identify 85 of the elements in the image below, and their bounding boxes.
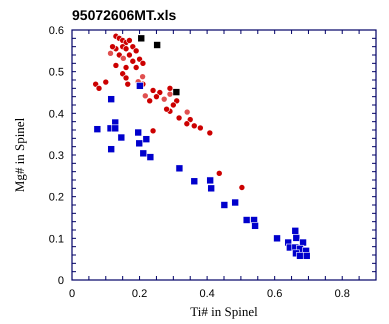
point: [207, 184, 215, 192]
point: [112, 62, 120, 69]
point: [134, 128, 142, 136]
point: [231, 198, 239, 206]
point: [216, 170, 223, 177]
point: [156, 89, 164, 96]
point: [140, 60, 146, 67]
y-tick-label: 0.5: [48, 66, 64, 79]
point: [109, 43, 116, 50]
point: [186, 116, 194, 123]
y-axis-title: Mg# in Spinel: [12, 117, 27, 192]
point: [94, 125, 102, 133]
point: [132, 64, 140, 71]
point: [166, 90, 174, 98]
point: [146, 153, 154, 161]
point: [206, 176, 214, 184]
point: [150, 87, 156, 94]
point: [184, 108, 190, 116]
point: [122, 45, 130, 52]
y-tick-label: 0.2: [48, 192, 64, 204]
point: [96, 85, 102, 92]
point: [291, 227, 300, 235]
point: [170, 102, 177, 108]
point: [150, 128, 156, 134]
point: [102, 78, 110, 86]
x-axis-title: Ti# in Spinel: [190, 304, 258, 319]
point: [160, 96, 168, 102]
point: [296, 252, 304, 260]
point: [197, 124, 204, 132]
point: [118, 134, 126, 142]
chart-title: 95072606MT.xls: [72, 7, 177, 23]
point: [206, 130, 214, 136]
point: [126, 52, 133, 58]
point: [299, 238, 307, 246]
x-tick-label: 0.2: [132, 288, 148, 300]
point: [292, 234, 300, 242]
point: [136, 56, 143, 62]
point: [126, 37, 133, 44]
point: [176, 114, 182, 122]
y-tick-label: 0.3: [48, 150, 64, 162]
point: [122, 74, 130, 82]
point: [153, 93, 160, 100]
point: [130, 58, 136, 65]
x-tick-label: 0.6: [267, 288, 282, 300]
point: [136, 82, 144, 90]
point: [111, 124, 120, 132]
point: [190, 122, 198, 130]
point: [137, 34, 146, 42]
y-tick-label: 0.1: [48, 233, 64, 246]
point: [132, 48, 140, 54]
point: [176, 164, 184, 172]
point: [184, 120, 190, 128]
point: [120, 55, 127, 62]
point: [139, 150, 148, 158]
y-tick-label: 0.4: [48, 108, 64, 120]
point: [163, 106, 170, 112]
point: [107, 95, 115, 103]
x-tick-label: 0.8: [334, 288, 350, 300]
point: [122, 64, 130, 71]
point: [107, 145, 115, 153]
y-tick-label: 0.6: [48, 25, 64, 37]
point: [130, 43, 136, 50]
point: [242, 216, 250, 224]
point: [107, 50, 114, 57]
point: [173, 98, 180, 104]
point: [146, 98, 153, 104]
x-tick-label: 0.4: [199, 288, 215, 300]
point: [124, 80, 132, 88]
point: [166, 85, 174, 92]
point: [238, 184, 246, 191]
point: [135, 140, 144, 148]
point: [142, 92, 149, 100]
point: [220, 201, 228, 209]
point: [119, 70, 126, 78]
x-tick-label: 0: [68, 288, 76, 300]
point: [142, 135, 150, 143]
point: [139, 73, 146, 80]
point: [172, 88, 180, 96]
point: [251, 222, 259, 230]
point: [190, 177, 198, 186]
point: [273, 234, 281, 242]
point: [92, 80, 99, 88]
point: [302, 252, 311, 260]
y-tick-label: 0: [58, 275, 64, 287]
point: [153, 41, 161, 49]
